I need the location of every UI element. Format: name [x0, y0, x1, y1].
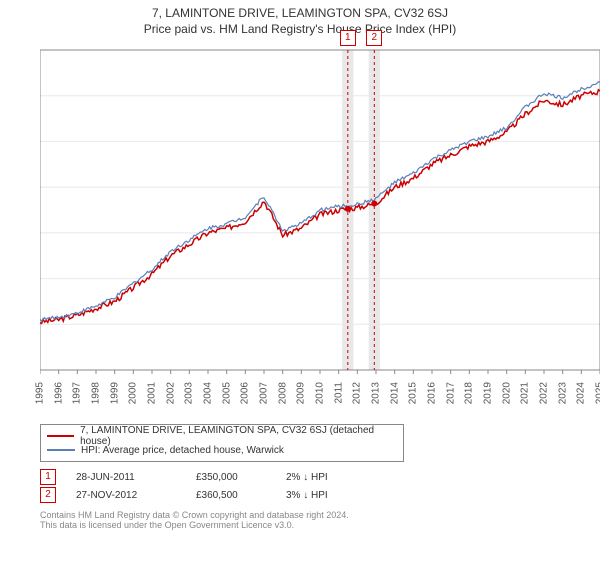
- x-tick-label: 2011: [333, 382, 344, 404]
- x-tick-label: 2004: [203, 382, 214, 404]
- legend-swatch: [47, 435, 74, 437]
- marker-number-box: 2: [366, 30, 382, 46]
- marker-number-box: 1: [340, 30, 356, 46]
- marker-number: 1: [40, 469, 56, 485]
- line-chart-svg: [40, 40, 600, 380]
- x-tick-label: 2001: [147, 382, 158, 404]
- x-tick-label: 1999: [109, 382, 120, 404]
- x-tick-label: 2020: [501, 382, 512, 404]
- x-tick-label: 2017: [445, 382, 456, 404]
- x-tick-label: 2024: [576, 382, 587, 404]
- x-tick-label: 2009: [296, 382, 307, 404]
- x-tick-label: 2025: [595, 382, 600, 404]
- marker-row: 2 27-NOV-2012£360,5003% ↓ HPI: [40, 486, 600, 504]
- marker-date: 28-JUN-2011: [76, 472, 196, 483]
- page-subtitle: Price paid vs. HM Land Registry's House …: [0, 22, 600, 36]
- marker-date: 27-NOV-2012: [76, 490, 196, 501]
- x-tick-label: 2012: [352, 382, 363, 404]
- x-tick-label: 2016: [427, 382, 438, 404]
- x-tick-label: 2013: [371, 382, 382, 404]
- legend-swatch: [47, 449, 75, 451]
- marker-delta: 2% ↓ HPI: [286, 472, 386, 483]
- marker-row: 1 28-JUN-2011£350,0002% ↓ HPI: [40, 468, 600, 486]
- x-tick-label: 2008: [277, 382, 288, 404]
- x-tick-label: 2021: [520, 382, 531, 404]
- x-tick-label: 2007: [259, 382, 270, 404]
- x-tick-label: 2002: [165, 382, 176, 404]
- x-tick-label: 2022: [539, 382, 550, 404]
- chart-area: £0£100K£200K£300K£400K£500K£600K£700K 12: [40, 40, 600, 380]
- x-tick-label: 2018: [464, 382, 475, 404]
- x-tick-label: 2010: [315, 382, 326, 404]
- x-axis-labels: 1995199619971998199920002001200220032004…: [40, 380, 600, 422]
- x-tick-label: 1997: [72, 382, 83, 404]
- legend-label: HPI: Average price, detached house, Warw…: [81, 445, 284, 456]
- license-line: Contains HM Land Registry data © Crown c…: [40, 510, 600, 520]
- marker-price: £350,000: [196, 472, 286, 483]
- legend-item: 7, LAMINTONE DRIVE, LEAMINGTON SPA, CV32…: [47, 429, 397, 443]
- marker-number: 2: [40, 487, 56, 503]
- page-title: 7, LAMINTONE DRIVE, LEAMINGTON SPA, CV32…: [0, 6, 600, 20]
- marker-price: £360,500: [196, 490, 286, 501]
- x-tick-label: 2000: [128, 382, 139, 404]
- marker-delta: 3% ↓ HPI: [286, 490, 386, 501]
- legend: 7, LAMINTONE DRIVE, LEAMINGTON SPA, CV32…: [40, 424, 404, 462]
- x-tick-label: 1996: [53, 382, 64, 404]
- x-tick-label: 2006: [240, 382, 251, 404]
- x-tick-label: 2003: [184, 382, 195, 404]
- marker-table: 1 28-JUN-2011£350,0002% ↓ HPI 2 27-NOV-2012…: [40, 468, 600, 504]
- x-tick-label: 2014: [389, 382, 400, 404]
- x-tick-label: 1995: [35, 382, 46, 404]
- x-tick-label: 2015: [408, 382, 419, 404]
- x-tick-label: 1998: [91, 382, 102, 404]
- x-tick-label: 2023: [557, 382, 568, 404]
- x-tick-label: 2019: [483, 382, 494, 404]
- license-line: This data is licensed under the Open Gov…: [40, 520, 600, 530]
- x-tick-label: 2005: [221, 382, 232, 404]
- license-text: Contains HM Land Registry data © Crown c…: [40, 510, 600, 530]
